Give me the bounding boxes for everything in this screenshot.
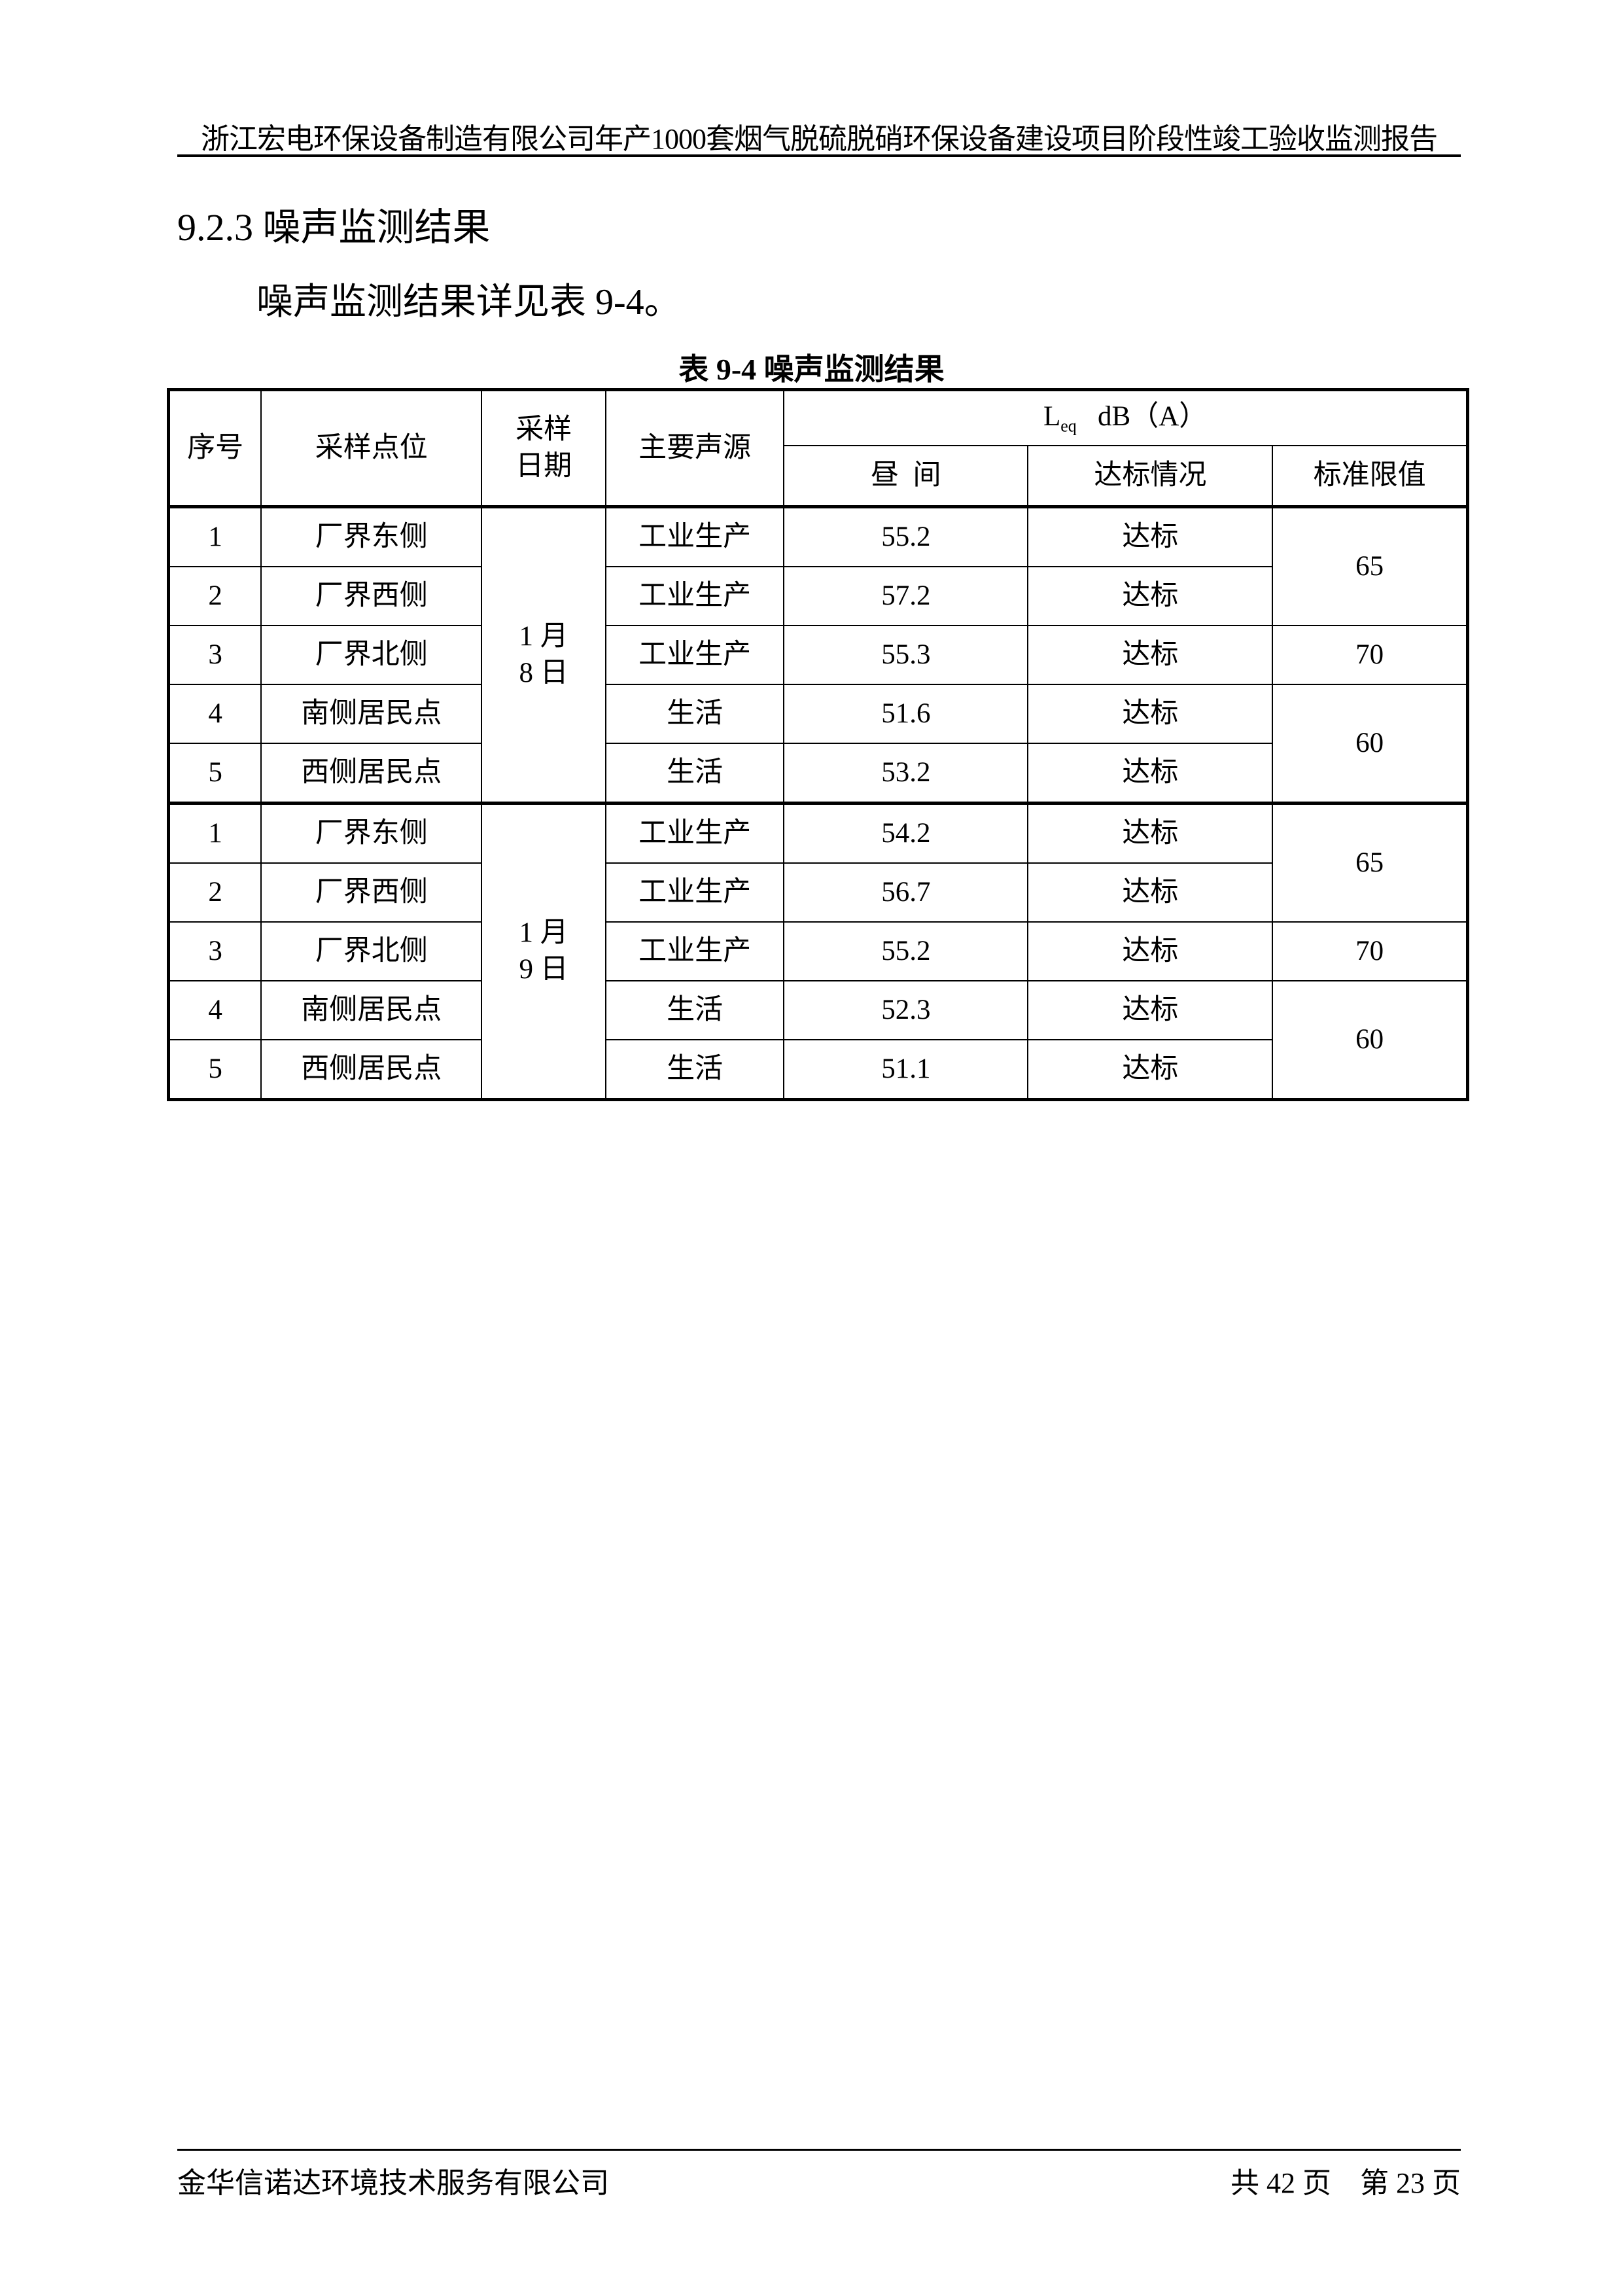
cell-status: 达标 xyxy=(1027,802,1274,864)
cell-day: 55.3 xyxy=(783,625,1029,685)
cell-site: 厂界北侧 xyxy=(260,921,483,981)
cell-no: 5 xyxy=(167,743,262,804)
cell-site: 南侧居民点 xyxy=(260,684,483,744)
cell-no: 3 xyxy=(167,921,262,981)
table-row: 3 厂界北侧 工业生产 55.3 达标 70 xyxy=(167,625,1469,685)
cell-site: 厂界西侧 xyxy=(260,862,483,923)
table-row: 3 厂界北侧 工业生产 55.2 达标 70 xyxy=(167,921,1469,981)
cell-source: 生活 xyxy=(604,743,785,804)
cell-limit: 70 xyxy=(1272,625,1469,685)
cell-site: 厂界西侧 xyxy=(260,566,483,626)
cell-status: 达标 xyxy=(1027,921,1274,981)
cell-status: 达标 xyxy=(1027,625,1274,685)
leq-subscript: eq xyxy=(1060,416,1077,436)
table-row: 4 南侧居民点 生活 52.3 达标 60 xyxy=(167,980,1469,1101)
table-row: 1 厂界东侧 1 月 8 日工业生产 55.2 达标 65 xyxy=(167,506,1469,804)
cell-status: 达标 xyxy=(1027,1039,1274,1101)
cell-day: 53.2 xyxy=(783,743,1029,804)
cell-status: 达标 xyxy=(1027,980,1274,1040)
table-caption: 表 9-4 噪声监测结果 xyxy=(678,353,945,386)
cell-source: 工业生产 xyxy=(604,862,785,923)
cell-day: 57.2 xyxy=(783,566,1029,626)
cell-status: 达标 xyxy=(1027,506,1274,567)
cell-no: 4 xyxy=(167,684,262,744)
cell-source: 工业生产 xyxy=(604,625,785,685)
cell-status: 达标 xyxy=(1027,566,1274,626)
cell-site: 厂界东侧 xyxy=(260,506,483,567)
cell-no: 2 xyxy=(167,862,262,923)
cell-day: 54.2 xyxy=(783,802,1029,864)
cell-site: 西侧居民点 xyxy=(260,1039,483,1101)
cell-limit: 65 xyxy=(1272,802,1469,923)
cell-status: 达标 xyxy=(1027,684,1274,744)
cell-limit: 70 xyxy=(1272,921,1469,981)
header-source: 主要声源 xyxy=(604,389,785,508)
header-site: 采样点位 xyxy=(260,389,483,508)
cell-date: 1 月 9 日 xyxy=(481,802,606,1101)
cell-site: 西侧居民点 xyxy=(260,743,483,804)
cell-status: 达标 xyxy=(1027,862,1274,923)
cell-no: 1 xyxy=(167,802,262,864)
table-row: 5 西侧居民点 生活 53.2 达标 xyxy=(167,743,1468,804)
cell-no: 4 xyxy=(167,980,262,1040)
cell-source: 工业生产 xyxy=(604,921,785,981)
cell-no: 2 xyxy=(167,566,262,626)
header-no: 序号 xyxy=(167,389,262,508)
section-title: 9.2.3 噪声监测结果 xyxy=(177,206,491,249)
header-leq: Leq dB（A） xyxy=(783,389,1469,446)
cell-site: 厂界东侧 xyxy=(260,802,483,864)
cell-source: 生活 xyxy=(604,684,785,744)
table-row: 5 西侧居民点 生活 51.1 达标 xyxy=(167,1039,1468,1101)
cell-source: 生活 xyxy=(604,1039,785,1101)
cell-date: 1 月 8 日 xyxy=(481,506,606,804)
table-row: 2 厂界西侧 工业生产 57.2 达标 xyxy=(167,566,1468,626)
noise-table: 序号 采样点位 采样日期 主要声源 Leq dB（A） 昼 间 达标情况 标准限… xyxy=(167,388,1469,1101)
cell-source: 工业生产 xyxy=(604,802,785,864)
footer-company: 金华信诺达环境技术服务有限公司 xyxy=(177,2167,609,2199)
header-day: 昼 间 xyxy=(783,445,1029,508)
footer-rule xyxy=(177,2149,1461,2151)
cell-status: 达标 xyxy=(1027,743,1274,804)
leq-unit: dB（A） xyxy=(1098,401,1208,433)
running-header: 浙江宏电环保设备制造有限公司年产1000套烟气脱硫脱硝环保设备建设项目阶段性竣工… xyxy=(201,123,1438,155)
cell-day: 55.2 xyxy=(783,921,1029,981)
cell-limit: 65 xyxy=(1272,506,1469,626)
table-row: 4 南侧居民点 生活 51.6 达标 60 xyxy=(167,684,1469,804)
cell-limit: 60 xyxy=(1272,980,1469,1101)
header-limit: 标准限值 xyxy=(1272,445,1469,508)
header-status: 达标情况 xyxy=(1027,445,1274,508)
cell-no: 3 xyxy=(167,625,262,685)
cell-source: 工业生产 xyxy=(604,506,785,567)
cell-site: 南侧居民点 xyxy=(260,980,483,1040)
cell-day: 51.6 xyxy=(783,684,1029,744)
paragraph: 噪声监测结果详见表 9-4。 xyxy=(256,282,681,323)
header-rule xyxy=(177,154,1461,157)
cell-limit: 60 xyxy=(1272,684,1469,804)
cell-no: 1 xyxy=(167,506,262,567)
leq-label: L xyxy=(1043,401,1061,433)
cell-site: 厂界北侧 xyxy=(260,625,483,685)
table-row: 2 厂界西侧 工业生产 56.7 达标 xyxy=(167,862,1468,923)
header-date: 采样日期 xyxy=(481,389,606,508)
table-row: 1 厂界东侧 1 月 9 日工业生产 54.2 达标 65 xyxy=(167,802,1469,1101)
cell-no: 5 xyxy=(167,1039,262,1101)
cell-day: 51.1 xyxy=(783,1039,1029,1101)
cell-day: 52.3 xyxy=(783,980,1029,1040)
cell-source: 工业生产 xyxy=(604,566,785,626)
cell-source: 生活 xyxy=(604,980,785,1040)
footer-page-number: 共 42 页 第 23 页 xyxy=(1230,2167,1461,2199)
cell-day: 55.2 xyxy=(783,506,1029,567)
cell-day: 56.7 xyxy=(783,862,1029,923)
